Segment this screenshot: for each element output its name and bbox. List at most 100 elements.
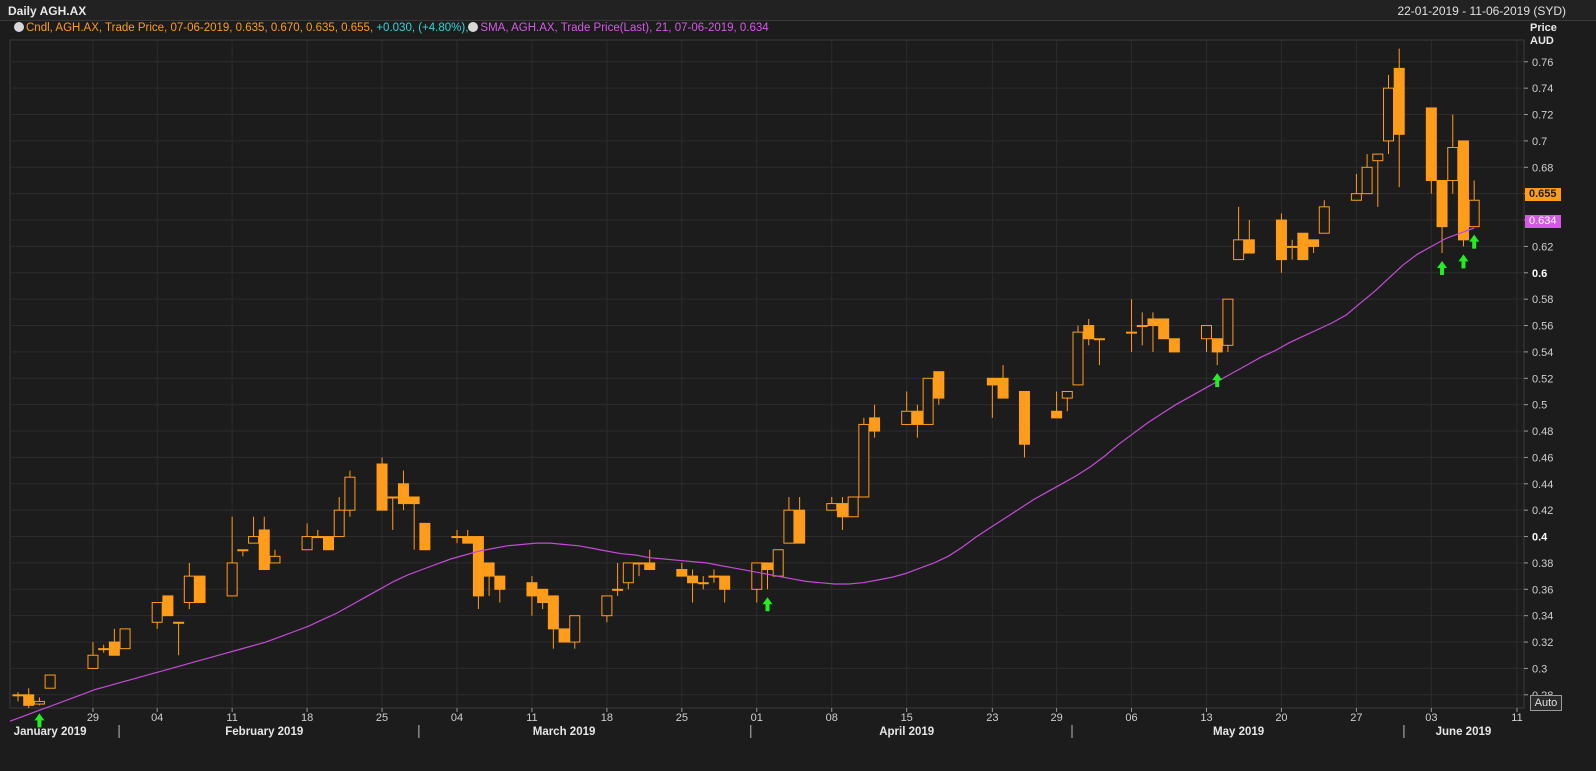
price-tick-label: 0.46: [1532, 452, 1553, 464]
sma-legend-text: SMA, AGH.AX, Trade Price(Last), 21, 07-0…: [480, 22, 769, 34]
price-tick-label: 0.7: [1532, 136, 1547, 148]
candle-body: [1297, 232, 1309, 261]
price-tick-label: 0.36: [1532, 584, 1553, 596]
day-tick-label: 11: [526, 712, 537, 724]
candle-body: [12, 694, 24, 697]
day-tick-label: 29: [1050, 712, 1062, 724]
candle-body: [719, 575, 731, 590]
price-tick-label: 0.54: [1532, 347, 1553, 359]
buy-signal-arrow: [1437, 261, 1448, 276]
candle-body: [794, 509, 806, 544]
candle-body: [1200, 325, 1212, 340]
candle-body: [1286, 245, 1298, 248]
price-tick-label: 0.32: [1532, 637, 1553, 649]
price-tick-label: 0.52: [1532, 373, 1553, 385]
candle-legend-change: +0.030, (+4.80%),: [376, 22, 469, 34]
day-tick-label: 18: [601, 712, 613, 724]
candle-body: [869, 417, 881, 432]
price-tick-label: 0.74: [1532, 83, 1553, 95]
candle-body: [612, 588, 624, 591]
candle-body: [697, 582, 709, 585]
candle-body: [173, 621, 185, 624]
price-tick-label: 0.56: [1532, 321, 1553, 333]
candle-body: [269, 555, 281, 564]
candle-body: [462, 536, 474, 544]
candle-body: [676, 569, 688, 577]
day-tick-label: 20: [1275, 712, 1287, 724]
candle-body: [1318, 206, 1330, 234]
candle-body: [301, 536, 313, 551]
chart-title: Daily AGH.AX: [8, 4, 87, 18]
candle-body: [826, 503, 838, 511]
month-label: April 2019: [879, 726, 934, 738]
candle-body: [933, 371, 945, 399]
day-tick-label: 03: [1425, 712, 1437, 724]
candle-body: [344, 476, 356, 511]
candle-body: [1051, 410, 1063, 419]
candle-body: [1158, 318, 1170, 340]
buy-signal-arrow: [1469, 234, 1480, 249]
candle-body: [644, 562, 656, 571]
day-tick-label: 29: [87, 712, 99, 724]
candle-body: [108, 641, 120, 656]
candle-body: [1233, 239, 1245, 261]
price-tick-label: 0.38: [1532, 558, 1553, 570]
candle-body: [922, 377, 934, 425]
candle-body: [558, 628, 570, 643]
candle-body: [87, 654, 99, 669]
candle-body: [1275, 219, 1287, 261]
candle-body: [408, 496, 420, 505]
candle-body: [98, 648, 110, 651]
candle-body: [1093, 338, 1105, 341]
candle-body: [1393, 67, 1405, 135]
candle-body: [323, 536, 335, 551]
buy-signal-arrow: [34, 713, 45, 728]
auto-scale-button[interactable]: Auto: [1530, 695, 1562, 711]
day-tick-label: 11: [226, 712, 237, 724]
candle-body: [33, 700, 45, 705]
day-tick-label: 13: [1200, 712, 1212, 724]
candle-body: [986, 377, 998, 386]
candle-body: [569, 615, 581, 643]
candle-body: [248, 536, 260, 544]
price-tick-label: 0.4: [1532, 532, 1548, 544]
candle-body: [997, 377, 1009, 399]
candle-body: [483, 562, 495, 577]
day-tick-label: 01: [751, 712, 763, 724]
sma-line: [9, 227, 1475, 722]
candle-body: [1308, 239, 1320, 247]
candle-body: [1436, 179, 1448, 228]
buy-signal-arrow: [1212, 373, 1223, 388]
candle-body: [23, 694, 35, 706]
candle-body: [911, 410, 923, 425]
candle-body: [151, 601, 163, 623]
candle-body: [1350, 193, 1362, 201]
buy-signal-arrow: [762, 597, 773, 612]
candle-body: [1168, 338, 1180, 353]
plot-background: [9, 39, 1525, 709]
candle-body: [772, 549, 784, 577]
candle-body: [1018, 390, 1030, 445]
candle-series-icon[interactable]: [14, 22, 24, 32]
day-tick-label: 23: [986, 712, 998, 724]
day-tick-label: 25: [376, 712, 388, 724]
price-tick-label: 0.42: [1532, 505, 1553, 517]
candle-body: [1383, 87, 1395, 142]
price-tick-label: 0.62: [1532, 241, 1553, 253]
candle-body: [751, 562, 763, 590]
price-tick-label: 0.44: [1532, 479, 1553, 491]
price-tick-label: 0.58: [1532, 294, 1553, 306]
candle-body: [601, 595, 613, 617]
candle-body: [901, 410, 913, 425]
candle-body: [762, 562, 773, 571]
sma-series-icon[interactable]: [468, 22, 479, 32]
candle-body: [537, 588, 549, 603]
candle-body: [119, 628, 131, 650]
price-axis-currency: AUD: [1530, 35, 1554, 47]
candle-body: [687, 575, 699, 584]
last-price-badge: 0.655: [1525, 188, 1561, 201]
price-axis-header: Price AUD: [1530, 22, 1557, 48]
candle-body: [333, 509, 345, 538]
price-axis-title: Price: [1530, 22, 1557, 34]
